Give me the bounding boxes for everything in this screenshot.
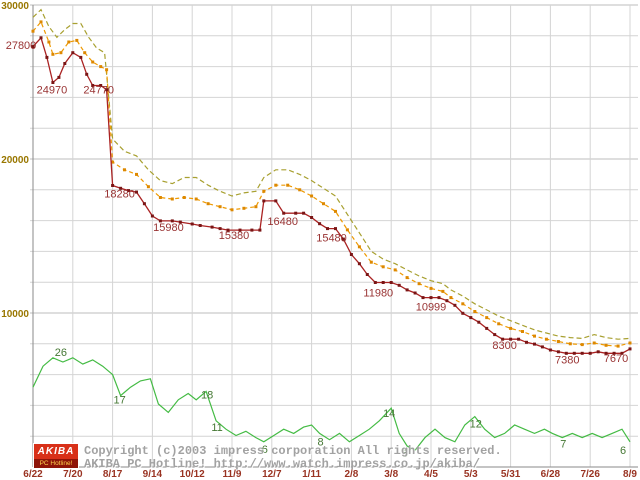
site-url-text: AKIBA PC Hotline! http://www.watch.impre… <box>84 457 481 471</box>
data-label: 24970 <box>37 85 68 97</box>
x-axis-label: 8/17 <box>103 469 123 480</box>
x-axis-label: 9/14 <box>143 469 163 480</box>
data-label: 8 <box>318 436 324 448</box>
x-axis-label: 4/5 <box>424 469 438 480</box>
x-axis-label: 7/20 <box>63 469 83 480</box>
data-label: 14 <box>383 408 395 420</box>
data-label: 16480 <box>267 216 298 228</box>
avg-price-markers <box>31 20 632 348</box>
data-label: 7 <box>560 439 566 451</box>
x-axis-label: 2/8 <box>344 469 358 480</box>
x-axis-label: 11/9 <box>223 469 242 480</box>
vertical-gridlines <box>32 5 631 467</box>
x-axis-label: 7/26 <box>580 469 600 480</box>
data-label: 15980 <box>153 222 184 234</box>
y-axis-labels: 30000 20000 10000 <box>1 1 29 320</box>
data-label: 7380 <box>555 354 579 366</box>
horizontal-gridlines <box>30 4 638 437</box>
y-axis-label: 20000 <box>1 155 29 166</box>
data-label: 15380 <box>219 230 250 242</box>
akiba-logo-title: AKIBA <box>34 444 78 459</box>
min-price-markers <box>31 36 632 355</box>
shop-count-line <box>32 357 631 451</box>
x-axis-label: 1/11 <box>302 469 321 480</box>
data-label: 7670 <box>604 353 628 365</box>
data-label: 8300 <box>492 340 516 352</box>
data-label: 24770 <box>83 85 114 97</box>
data-label: 26 <box>55 347 67 359</box>
avg-price-line <box>32 20 631 347</box>
data-label: 11980 <box>363 288 393 300</box>
data-label: 18280 <box>104 189 135 201</box>
max-price-line <box>32 8 631 340</box>
data-label: 6 <box>262 444 268 456</box>
data-label: 10999 <box>416 302 447 314</box>
x-axis-label: 6/28 <box>541 469 561 480</box>
data-label: 6 <box>620 445 626 457</box>
data-label: 15480 <box>316 233 347 245</box>
data-label: 18 <box>201 389 213 401</box>
x-axis-label: 5/31 <box>501 469 521 480</box>
data-label: 5 <box>402 448 408 460</box>
x-axis-label: 8/9 <box>623 469 637 480</box>
watermark-text: Copyright (c)2003 impress corporation Al… <box>84 444 502 471</box>
watermark: AKIBA PC Hotline! Copyright (c)2003 impr… <box>34 444 502 471</box>
x-axis-labels: 6/22 7/20 8/17 9/14 10/12 11/9 12/7 1/11 2/8 3/8 4… <box>23 469 637 480</box>
y-axis-label: 30000 <box>1 1 29 12</box>
data-label: 27800 <box>6 40 37 52</box>
akiba-logo: AKIBA PC Hotline! <box>34 444 78 468</box>
data-label: 11 <box>211 422 222 434</box>
y-axis-label: 10000 <box>1 309 29 320</box>
x-axis-label: 5/3 <box>464 469 478 480</box>
data-label: 12 <box>470 419 482 431</box>
x-axis-label: 12/7 <box>262 469 282 480</box>
x-axis-label: 10/12 <box>180 469 205 480</box>
copyright-text: Copyright (c)2003 impress corporation Al… <box>84 444 502 458</box>
akiba-logo-subtitle: PC Hotline! <box>34 459 78 468</box>
data-label: 17 <box>113 395 125 407</box>
x-axis-label: 6/22 <box>23 469 43 480</box>
x-axis-label: 3/8 <box>384 469 398 480</box>
data-labels: 27800 24970 24770 18280 15980 15380 16480 15480… <box>6 40 629 460</box>
